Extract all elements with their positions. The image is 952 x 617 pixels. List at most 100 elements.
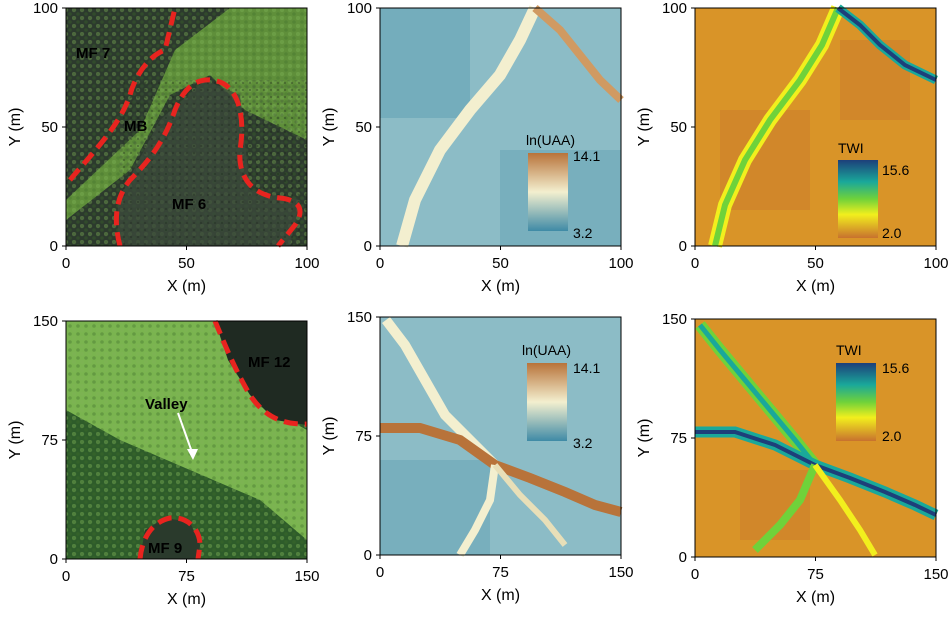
y-tick-label: 0 — [679, 238, 687, 255]
uaa-legend-min: 3.2 — [573, 435, 593, 451]
x-tick-label: 75 — [807, 566, 824, 583]
x-tick-label: 150 — [294, 568, 319, 585]
twi-legend-max: 15.6 — [882, 360, 909, 376]
panel-top-middle: ln(UAA) 14.1 3.2 — [380, 4, 624, 248]
valley-arrow — [177, 412, 194, 456]
twi-legend-bar — [836, 363, 876, 441]
mature-forest-area — [140, 518, 200, 559]
panel-top-left: MF 7 MB MF 6 — [66, 7, 307, 248]
uaa-legend-bar — [527, 363, 567, 441]
x-axis-label: X (m) — [167, 278, 206, 295]
x-tick-label: 50 — [807, 255, 824, 272]
y-axis-label: Y (m) — [636, 108, 653, 147]
x-tick-label: 0 — [62, 255, 70, 272]
x-axis-label: X (m) — [167, 591, 206, 608]
y-axis-label: Y (m) — [321, 108, 338, 147]
boundary-line — [212, 320, 308, 427]
twi-channel — [698, 323, 817, 467]
y-tick-label: 50 — [41, 119, 58, 136]
uaa-channel — [456, 464, 499, 558]
valley-arrow-head — [187, 449, 198, 460]
twi-channel — [812, 463, 878, 557]
twi-channel — [752, 463, 819, 553]
y-axis-label: Y (m) — [7, 108, 24, 147]
x-tick-label: 50 — [178, 255, 195, 272]
x-axis-label: X (m) — [481, 587, 520, 604]
x-tick-label: 100 — [923, 255, 948, 272]
twi-background — [695, 319, 936, 557]
twi-legend-title: TWI — [836, 342, 862, 358]
photo-label-mf6: MF 6 — [172, 196, 206, 213]
x-tick-label: 100 — [608, 255, 633, 272]
panel-bottom-left: MF 12 Valley MF 9 — [66, 320, 308, 560]
photo-label-mf9: MF 9 — [148, 540, 182, 557]
y-tick-label: 0 — [679, 549, 687, 566]
y-tick-label: 0 — [364, 238, 372, 255]
twi-legend-bar — [838, 160, 878, 238]
y-tick-label: 50 — [670, 119, 687, 136]
photo-label-valley: Valley — [145, 396, 188, 413]
axes-layer: 0 50 100 0 50 100 X (m) Y (m) 0 50 100 0 50 100 X (m) Y… — [7, 0, 949, 608]
photo-label-mf12: MF 12 — [248, 354, 291, 371]
twi-channel — [712, 6, 841, 247]
y-tick-label: 100 — [347, 0, 372, 17]
panel-top-right: TWI 15.6 2.0 — [695, 4, 938, 248]
y-tick-label: 0 — [50, 551, 58, 568]
uaa-channel — [380, 423, 623, 517]
panel-bottom-right: TWI 15.6 2.0 — [695, 319, 939, 557]
boundary-line — [113, 77, 303, 248]
uaa-shade — [380, 460, 490, 555]
twi-channel — [836, 6, 937, 82]
x-axis-label: X (m) — [796, 589, 835, 606]
twi-shade — [840, 40, 910, 120]
y-tick-label: 50 — [355, 119, 372, 136]
boundary-line — [137, 515, 203, 560]
uaa-shade — [380, 8, 470, 118]
y-tick-label: 75 — [41, 432, 58, 449]
y-tick-label: 150 — [662, 311, 687, 328]
y-axis-label: Y (m) — [7, 421, 24, 460]
x-tick-label: 75 — [492, 564, 509, 581]
mature-texture — [118, 80, 307, 246]
y-tick-label: 100 — [33, 0, 58, 17]
x-tick-label: 150 — [608, 564, 633, 581]
y-tick-label: 75 — [670, 430, 687, 447]
x-tick-label: 150 — [923, 566, 948, 583]
x-tick-label: 0 — [376, 255, 384, 272]
y-tick-label: 0 — [50, 238, 58, 255]
uaa-channel — [492, 463, 568, 547]
x-tick-label: 75 — [178, 568, 195, 585]
panel-bottom-middle: ln(UAA) 14.1 3.2 — [380, 316, 623, 558]
x-tick-label: 0 — [62, 568, 70, 585]
y-tick-label: 150 — [33, 313, 58, 330]
x-tick-label: 0 — [691, 566, 699, 583]
uaa-legend-max: 14.1 — [573, 360, 600, 376]
uaa-legend-title: ln(UAA) — [526, 132, 575, 148]
uaa-legend-min: 3.2 — [573, 225, 593, 241]
y-tick-label: 0 — [364, 547, 372, 564]
y-tick-label: 100 — [662, 0, 687, 17]
uaa-channel — [532, 4, 624, 103]
photo-label-mf7: MF 7 — [76, 45, 110, 62]
twi-legend-min: 2.0 — [882, 428, 902, 444]
uaa-legend-title: ln(UAA) — [522, 342, 571, 358]
boundary-line — [68, 7, 178, 182]
y-tick-label: 75 — [355, 428, 372, 445]
x-tick-label: 100 — [294, 255, 319, 272]
x-axis-label: X (m) — [481, 278, 520, 295]
x-tick-label: 0 — [691, 255, 699, 272]
x-axis-label: X (m) — [796, 278, 835, 295]
uaa-legend-max: 14.1 — [573, 148, 600, 164]
y-axis-label: Y (m) — [321, 417, 338, 456]
y-axis-label: Y (m) — [636, 419, 653, 458]
twi-channel — [695, 430, 937, 517]
x-tick-label: 50 — [492, 255, 509, 272]
uaa-channel — [396, 5, 541, 248]
photo-label-mb: MB — [124, 118, 147, 135]
twi-legend-max: 15.6 — [882, 162, 909, 178]
uaa-legend-bar — [528, 153, 568, 231]
twi-legend-title: TWI — [838, 140, 864, 156]
mature-forest-area — [215, 321, 307, 425]
x-tick-label: 0 — [376, 564, 384, 581]
